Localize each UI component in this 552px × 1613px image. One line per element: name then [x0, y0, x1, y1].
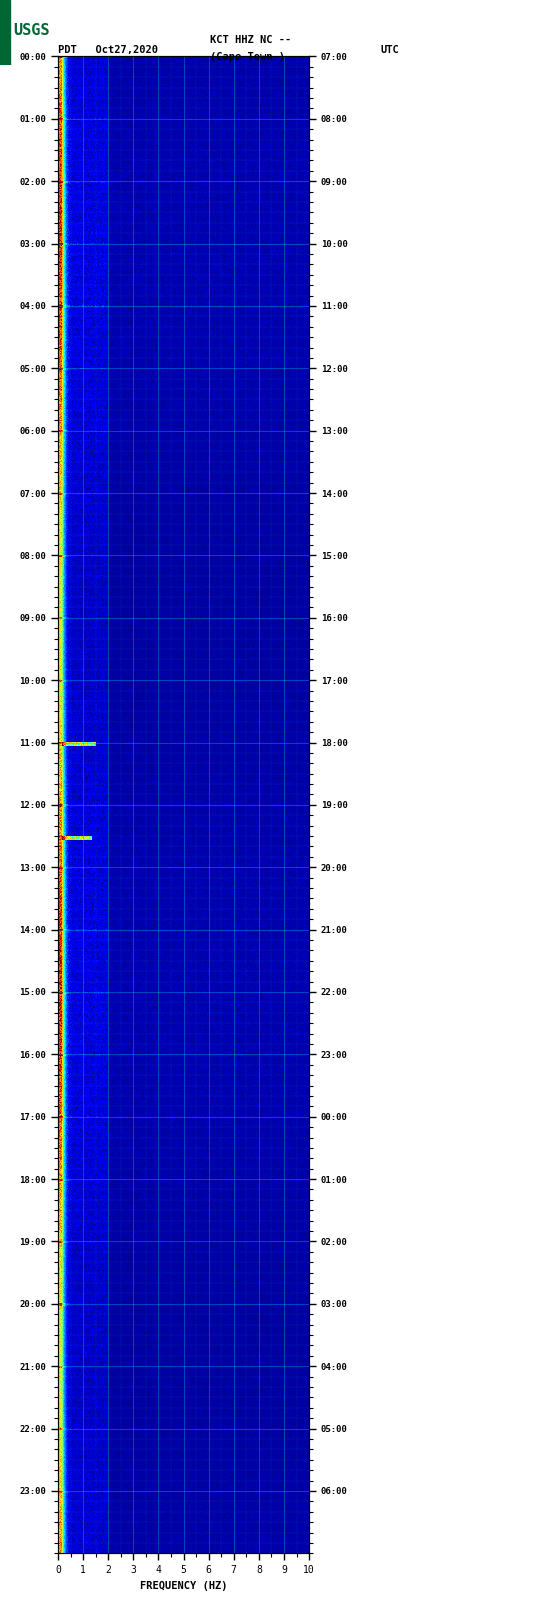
Polygon shape	[0, 0, 10, 65]
Text: UTC: UTC	[381, 45, 400, 55]
Text: USGS: USGS	[13, 24, 49, 39]
Text: KCT HHZ NC --: KCT HHZ NC --	[210, 35, 291, 45]
Text: (Cape Town ): (Cape Town )	[210, 52, 285, 61]
X-axis label: FREQUENCY (HZ): FREQUENCY (HZ)	[140, 1581, 227, 1590]
Text: PDT   Oct27,2020: PDT Oct27,2020	[58, 45, 158, 55]
